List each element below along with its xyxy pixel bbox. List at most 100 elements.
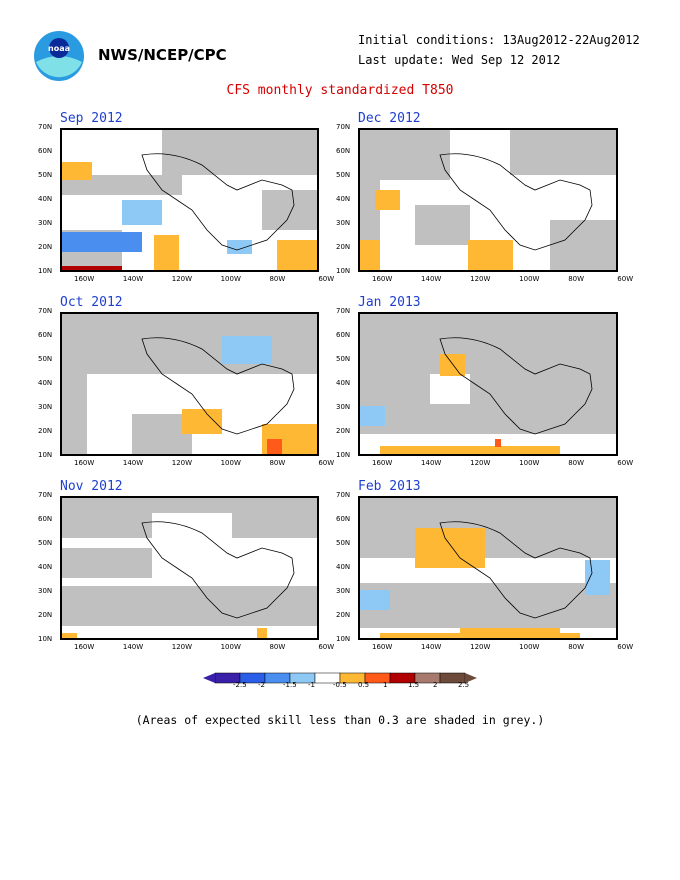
lat-tick-label: 70N	[38, 491, 53, 499]
lat-tick-label: 60N	[38, 515, 53, 523]
lon-tick-label: 160W	[372, 459, 393, 467]
grey-shading-note: (Areas of expected skill less than 0.3 a…	[135, 713, 545, 727]
lon-tick-label: 60W	[617, 275, 634, 283]
figure-title: CFS monthly standardized T850	[226, 83, 454, 98]
map-panel-dec-2012	[358, 128, 618, 272]
lat-tick-label: 10N	[38, 267, 53, 275]
lon-tick-label: 80W	[269, 275, 286, 283]
lat-tick-label: 40N	[336, 563, 351, 571]
lat-tick-label: 70N	[336, 491, 351, 499]
colorbar-label: -0.5	[333, 681, 347, 689]
lon-tick-label: 60W	[318, 275, 335, 283]
noaa-logo-text: noaa	[48, 44, 70, 53]
lon-tick-label: 160W	[372, 275, 393, 283]
lat-tick-label: 10N	[38, 451, 53, 459]
colorbar-label: 1.5	[408, 681, 420, 689]
lon-tick-label: 140W	[421, 643, 442, 651]
lat-tick-label: 40N	[38, 563, 53, 571]
map-panel-oct-2012	[60, 312, 319, 456]
colorbar-label: -2.5	[233, 681, 247, 689]
lon-tick-label: 120W	[470, 459, 491, 467]
lat-tick-label: 50N	[38, 539, 53, 547]
lon-tick-label: 120W	[171, 643, 193, 651]
lat-tick-label: 30N	[336, 403, 351, 411]
lat-tick-label: 40N	[336, 379, 351, 387]
colorbar-arrow-left	[203, 673, 215, 683]
colorbar-label: -1.5	[283, 681, 297, 689]
map-panel-jan-2013	[358, 312, 618, 456]
lat-tick-label: 20N	[336, 611, 351, 619]
colorbar	[203, 672, 477, 684]
organization-name: NWS/NCEP/CPC	[98, 46, 227, 64]
lat-tick-label: 30N	[38, 587, 53, 595]
lat-tick-label: 70N	[38, 123, 53, 131]
lon-tick-label: 80W	[269, 459, 286, 467]
lon-tick-label: 160W	[74, 459, 95, 467]
lat-tick-label: 10N	[336, 451, 351, 459]
lon-tick-label: 80W	[269, 643, 286, 651]
colorbar-label: -1	[308, 681, 315, 689]
noaa-logo: noaa	[34, 31, 84, 81]
lon-tick-label: 140W	[122, 459, 144, 467]
lat-tick-label: 20N	[38, 427, 53, 435]
lat-tick-label: 70N	[336, 123, 351, 131]
lat-tick-label: 40N	[336, 195, 351, 203]
map-panel-feb-2013	[358, 496, 618, 640]
lon-tick-label: 160W	[74, 643, 95, 651]
lon-tick-label: 120W	[171, 275, 193, 283]
lat-tick-label: 50N	[336, 539, 351, 547]
panel-title-jan-2013: Jan 2013	[358, 295, 421, 310]
lat-tick-label: 60N	[336, 147, 351, 155]
lat-tick-label: 50N	[336, 171, 351, 179]
lon-tick-label: 100W	[519, 459, 540, 467]
lat-tick-label: 60N	[38, 331, 53, 339]
lat-tick-label: 30N	[38, 219, 53, 227]
lon-tick-label: 140W	[421, 459, 442, 467]
panel-title-sep-2012: Sep 2012	[60, 111, 123, 126]
lat-tick-label: 20N	[336, 427, 351, 435]
lat-tick-label: 10N	[336, 635, 351, 643]
lat-tick-label: 40N	[38, 379, 53, 387]
lat-tick-label: 30N	[336, 219, 351, 227]
lon-tick-label: 80W	[568, 643, 585, 651]
lat-tick-label: 50N	[336, 355, 351, 363]
lat-tick-label: 40N	[38, 195, 53, 203]
lon-tick-label: 60W	[318, 643, 335, 651]
map-panel-sep-2012	[60, 128, 319, 272]
lat-tick-label: 60N	[38, 147, 53, 155]
lon-tick-label: 100W	[220, 275, 241, 283]
map-panel-nov-2012	[60, 496, 319, 640]
lon-tick-label: 100W	[220, 459, 241, 467]
last-update: Last update: Wed Sep 12 2012	[358, 53, 561, 67]
lon-tick-label: 160W	[74, 275, 95, 283]
lon-tick-label: 140W	[122, 643, 144, 651]
lon-tick-label: 120W	[470, 275, 491, 283]
panel-title-feb-2013: Feb 2013	[358, 479, 421, 494]
colorbar-arrow-right	[465, 673, 477, 683]
lon-tick-label: 60W	[617, 459, 634, 467]
panel-title-dec-2012: Dec 2012	[358, 111, 421, 126]
initial-conditions: Initial conditions: 13Aug2012-22Aug2012	[358, 33, 640, 47]
lon-tick-label: 120W	[171, 459, 193, 467]
panel-title-oct-2012: Oct 2012	[60, 295, 123, 310]
colorbar-label: 2.5	[458, 681, 470, 689]
lat-tick-label: 20N	[38, 611, 53, 619]
lon-tick-label: 60W	[318, 459, 335, 467]
lat-tick-label: 70N	[38, 307, 53, 315]
lat-tick-label: 20N	[336, 243, 351, 251]
colorbar-label: 2	[433, 681, 438, 689]
lon-tick-label: 160W	[372, 643, 393, 651]
lon-tick-label: 120W	[470, 643, 491, 651]
lon-tick-label: 80W	[568, 275, 585, 283]
lat-tick-label: 20N	[38, 243, 53, 251]
colorbar-label: 0.5	[358, 681, 370, 689]
lat-tick-label: 70N	[336, 307, 351, 315]
lon-tick-label: 80W	[568, 459, 585, 467]
lon-tick-label: 100W	[519, 275, 540, 283]
lon-tick-label: 140W	[122, 275, 144, 283]
colorbar-label: 1	[383, 681, 388, 689]
colorbar-label: -2	[258, 681, 265, 689]
lat-tick-label: 10N	[38, 635, 53, 643]
lat-tick-label: 60N	[336, 515, 351, 523]
lon-tick-label: 60W	[617, 643, 634, 651]
